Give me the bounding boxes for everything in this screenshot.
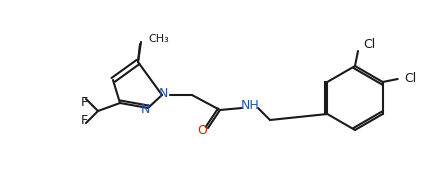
Text: O: O <box>197 123 207 136</box>
Text: N: N <box>158 87 167 100</box>
Text: Cl: Cl <box>404 73 416 85</box>
Text: NH: NH <box>240 100 259 113</box>
Text: F: F <box>80 115 87 127</box>
Text: N: N <box>140 104 150 117</box>
Text: CH₃: CH₃ <box>148 34 168 44</box>
Text: Cl: Cl <box>362 37 374 50</box>
Text: F: F <box>80 96 87 110</box>
